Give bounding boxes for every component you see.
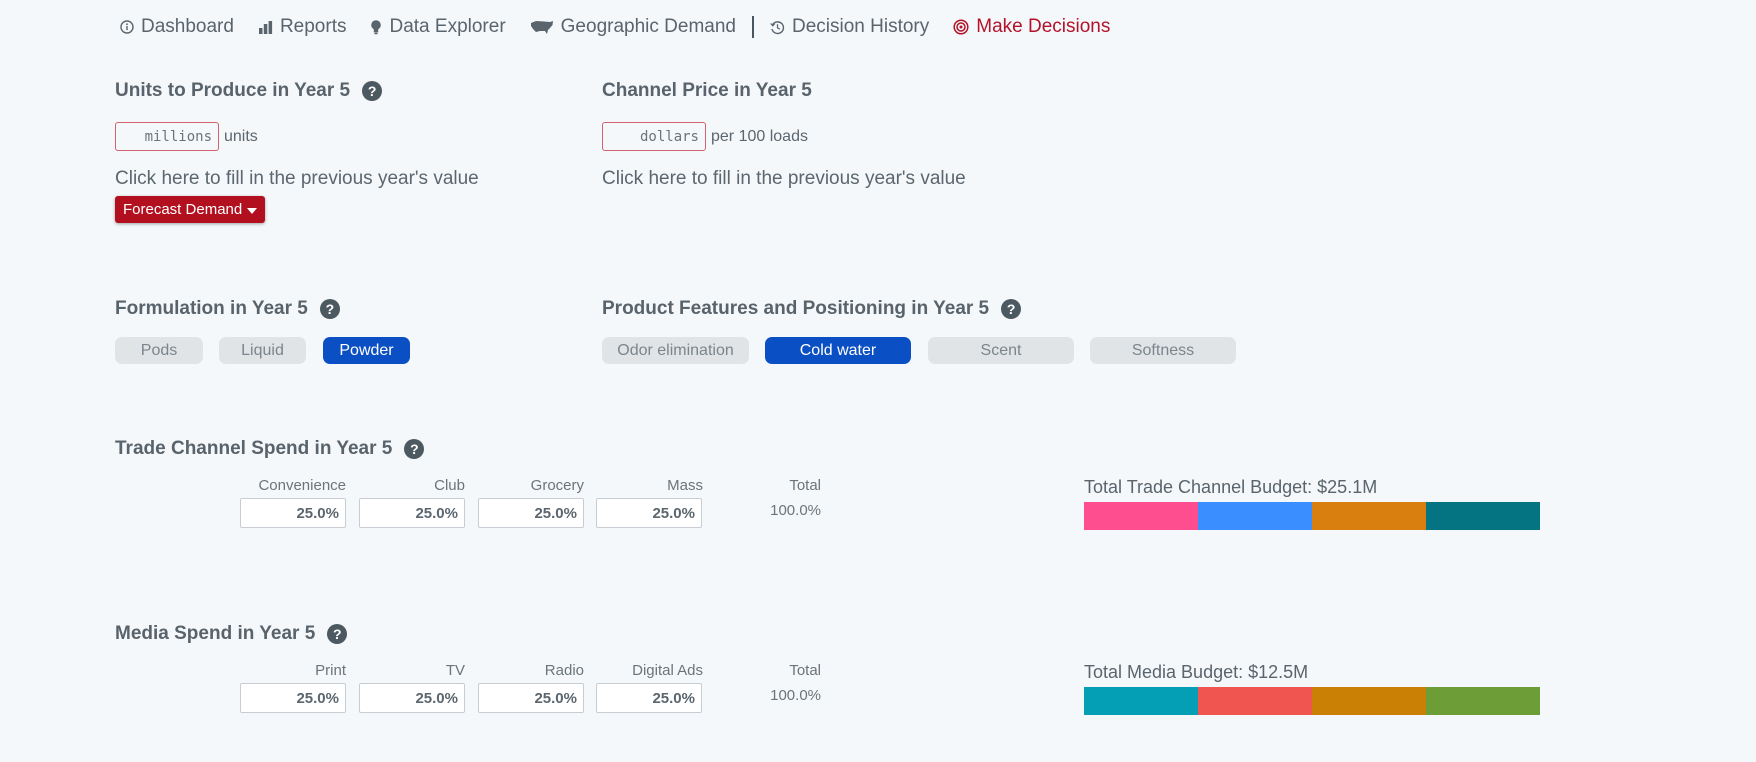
nav-dashboard-label: Dashboard [141, 16, 234, 37]
media-budget-label: Total Media Budget: $12.5M [1084, 662, 1309, 682]
help-icon[interactable]: ? [319, 299, 340, 319]
media-col-radio: Radio [544, 662, 584, 679]
nav-geographic-demand-label: Geographic Demand [560, 16, 736, 37]
formulation-option-liquid[interactable]: Liquid [219, 337, 306, 364]
media-total-value: 100.0% [770, 687, 821, 704]
media-col-print: Print [315, 662, 346, 679]
price-fill-previous-link[interactable]: Click here to fill in the previous year'… [602, 168, 966, 189]
media-col-digital-ads: Digital Ads [632, 662, 703, 679]
trade-budget-bar [1084, 502, 1540, 530]
trade-col-total: Total [789, 477, 821, 494]
feature-option-scent[interactable]: Scent [928, 337, 1074, 364]
feature-option-odor-elimination[interactable]: Odor elimination [602, 337, 749, 364]
media-input-radio[interactable] [478, 683, 584, 713]
trade-col-grocery: Grocery [530, 477, 584, 494]
bar-chart-icon [258, 20, 273, 35]
trade-bar-segment-mass [1426, 502, 1540, 530]
help-icon[interactable]: ? [327, 624, 348, 644]
media-title-text: Media Spend in Year 5 [115, 623, 316, 644]
help-icon[interactable]: ? [1001, 299, 1022, 319]
help-icon[interactable]: ? [362, 81, 383, 101]
media-input-digital-ads[interactable] [596, 683, 702, 713]
price-section-title: Channel Price in Year 5 [602, 80, 812, 102]
nav-decision-history-label: Decision History [791, 16, 930, 37]
formulation-title-text: Formulation in Year 5 [115, 298, 308, 319]
nav-decision-history[interactable]: Decision History [770, 16, 929, 38]
units-title-text: Units to Produce in Year 5 [115, 80, 351, 101]
media-bar-segment-radio [1312, 687, 1426, 715]
trade-bar-segment-club [1198, 502, 1312, 530]
media-section-title: Media Spend in Year 5 ? [115, 623, 348, 645]
help-icon[interactable]: ? [404, 439, 425, 459]
trade-bar-segment-convenience [1084, 502, 1198, 530]
nav-dashboard[interactable]: Dashboard [120, 16, 234, 38]
top-nav: Dashboard Reports Data Explorer Geograph… [120, 14, 1134, 40]
units-input[interactable] [115, 122, 219, 151]
formulation-option-powder[interactable]: Powder [323, 337, 410, 364]
formulation-option-pods[interactable]: Pods [115, 337, 203, 364]
trade-col-convenience: Convenience [258, 477, 346, 494]
trade-total-value: 100.0% [770, 502, 821, 519]
us-map-icon [530, 19, 554, 35]
features-title-text: Product Features and Positioning in Year… [602, 298, 990, 319]
feature-option-softness[interactable]: Softness [1090, 337, 1236, 364]
trade-bar-segment-grocery [1312, 502, 1426, 530]
units-section-title: Units to Produce in Year 5 ? [115, 80, 383, 102]
media-input-print[interactable] [240, 683, 346, 713]
media-bar-segment-print [1084, 687, 1198, 715]
media-bar-segment-digital-ads [1426, 687, 1540, 715]
info-circle-icon [120, 20, 134, 34]
history-icon [770, 20, 785, 35]
trade-input-grocery[interactable] [478, 498, 584, 528]
formulation-section-title: Formulation in Year 5 ? [115, 298, 340, 320]
trade-budget-label: Total Trade Channel Budget: $25.1M [1084, 477, 1378, 497]
media-col-total: Total [789, 662, 821, 679]
price-title-text: Channel Price in Year 5 [602, 80, 812, 101]
nav-make-decisions-label: Make Decisions [976, 16, 1111, 37]
nav-reports[interactable]: Reports [258, 16, 347, 38]
media-input-tv[interactable] [359, 683, 465, 713]
nav-reports-label: Reports [279, 16, 347, 37]
nav-make-decisions[interactable]: Make Decisions [953, 16, 1110, 38]
nav-data-explorer-label: Data Explorer [389, 16, 506, 37]
nav-data-explorer[interactable]: Data Explorer [370, 16, 506, 38]
trade-input-convenience[interactable] [240, 498, 346, 528]
trade-input-mass[interactable] [596, 498, 702, 528]
units-suffix: units [224, 127, 258, 145]
media-budget-bar [1084, 687, 1540, 715]
target-icon [953, 19, 969, 35]
feature-option-cold-water[interactable]: Cold water [765, 337, 911, 364]
units-input-row: units [115, 122, 258, 151]
trade-input-club[interactable] [359, 498, 465, 528]
lightbulb-icon [370, 19, 382, 35]
nav-divider [751, 16, 754, 38]
price-input-row: per 100 loads [602, 122, 808, 151]
forecast-demand-label: Forecast Demand [123, 201, 243, 218]
forecast-demand-button[interactable]: Forecast Demand [115, 196, 266, 223]
trade-title-text: Trade Channel Spend in Year 5 [115, 438, 393, 459]
units-fill-previous-link[interactable]: Click here to fill in the previous year'… [115, 168, 479, 189]
trade-section-title: Trade Channel Spend in Year 5 ? [115, 438, 425, 460]
trade-col-club: Club [434, 477, 465, 494]
features-section-title: Product Features and Positioning in Year… [602, 298, 1022, 320]
media-bar-segment-tv [1198, 687, 1312, 715]
caret-down-icon [247, 207, 258, 214]
media-col-tv: TV [445, 662, 465, 679]
price-suffix: per 100 loads [711, 127, 808, 145]
trade-col-mass: Mass [667, 477, 703, 494]
nav-geographic-demand[interactable]: Geographic Demand [530, 16, 736, 38]
price-input[interactable] [602, 122, 706, 151]
